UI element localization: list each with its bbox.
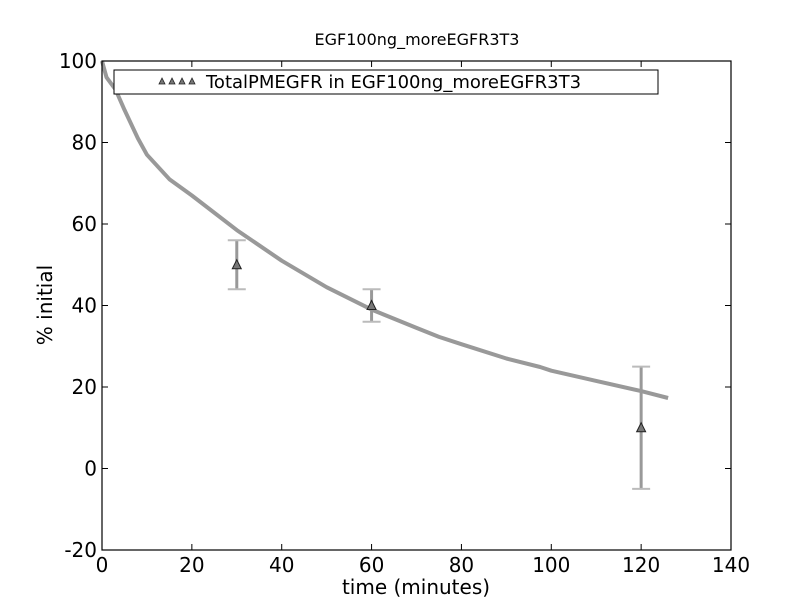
x-tick-label: 40 (269, 553, 294, 577)
y-tick-label: 0 (84, 457, 97, 481)
x-tick-label: 80 (449, 553, 474, 577)
triangle-marker-icon (635, 421, 647, 433)
chart-title: EGF100ng_moreEGFR3T3 (315, 30, 520, 50)
y-tick-label: 60 (72, 212, 97, 236)
y-tick-label: 20 (72, 375, 97, 399)
x-tick-label: 100 (532, 553, 570, 577)
plot-frame (101, 60, 732, 551)
legend-triangle-icon (188, 77, 196, 85)
data-point (632, 365, 651, 490)
legend-box (113, 69, 659, 95)
x-tick-label: 0 (96, 553, 109, 577)
legend: TotalPMEGFR in EGF100ng_moreEGFR3T3 (113, 69, 659, 95)
model-line (100, 60, 669, 400)
legend-triangle-icon (168, 77, 176, 85)
x-tick-labels: 0 20 40 60 80 100 120 140 (96, 553, 750, 577)
y-tick-labels: -20 0 20 40 60 80 100 (59, 49, 97, 562)
x-tick-label: 140 (712, 553, 750, 577)
y-tick-label: -20 (64, 538, 97, 562)
y-tick-label: 40 (72, 294, 97, 318)
triangle-marker-icon (231, 258, 243, 270)
legend-triangle-icon (178, 77, 186, 85)
data-points (227, 239, 651, 490)
triangle-marker-icon (366, 299, 377, 310)
y-tick-label: 80 (72, 131, 97, 155)
legend-label: TotalPMEGFR in EGF100ng_moreEGFR3T3 (205, 72, 581, 93)
axis-ticks (101, 60, 732, 551)
model-curve (100, 60, 669, 400)
data-point (362, 288, 381, 323)
x-tick-label: 120 (622, 553, 660, 577)
legend-triangle-icon (158, 77, 166, 85)
y-tick-label: 100 (59, 49, 97, 73)
data-point (227, 239, 246, 291)
x-tick-label: 20 (179, 553, 204, 577)
x-axis-label: time (minutes) (342, 575, 490, 599)
x-tick-label: 60 (359, 553, 384, 577)
legend-triangle-icons (158, 77, 196, 85)
y-axis-label: % initial (33, 265, 57, 345)
